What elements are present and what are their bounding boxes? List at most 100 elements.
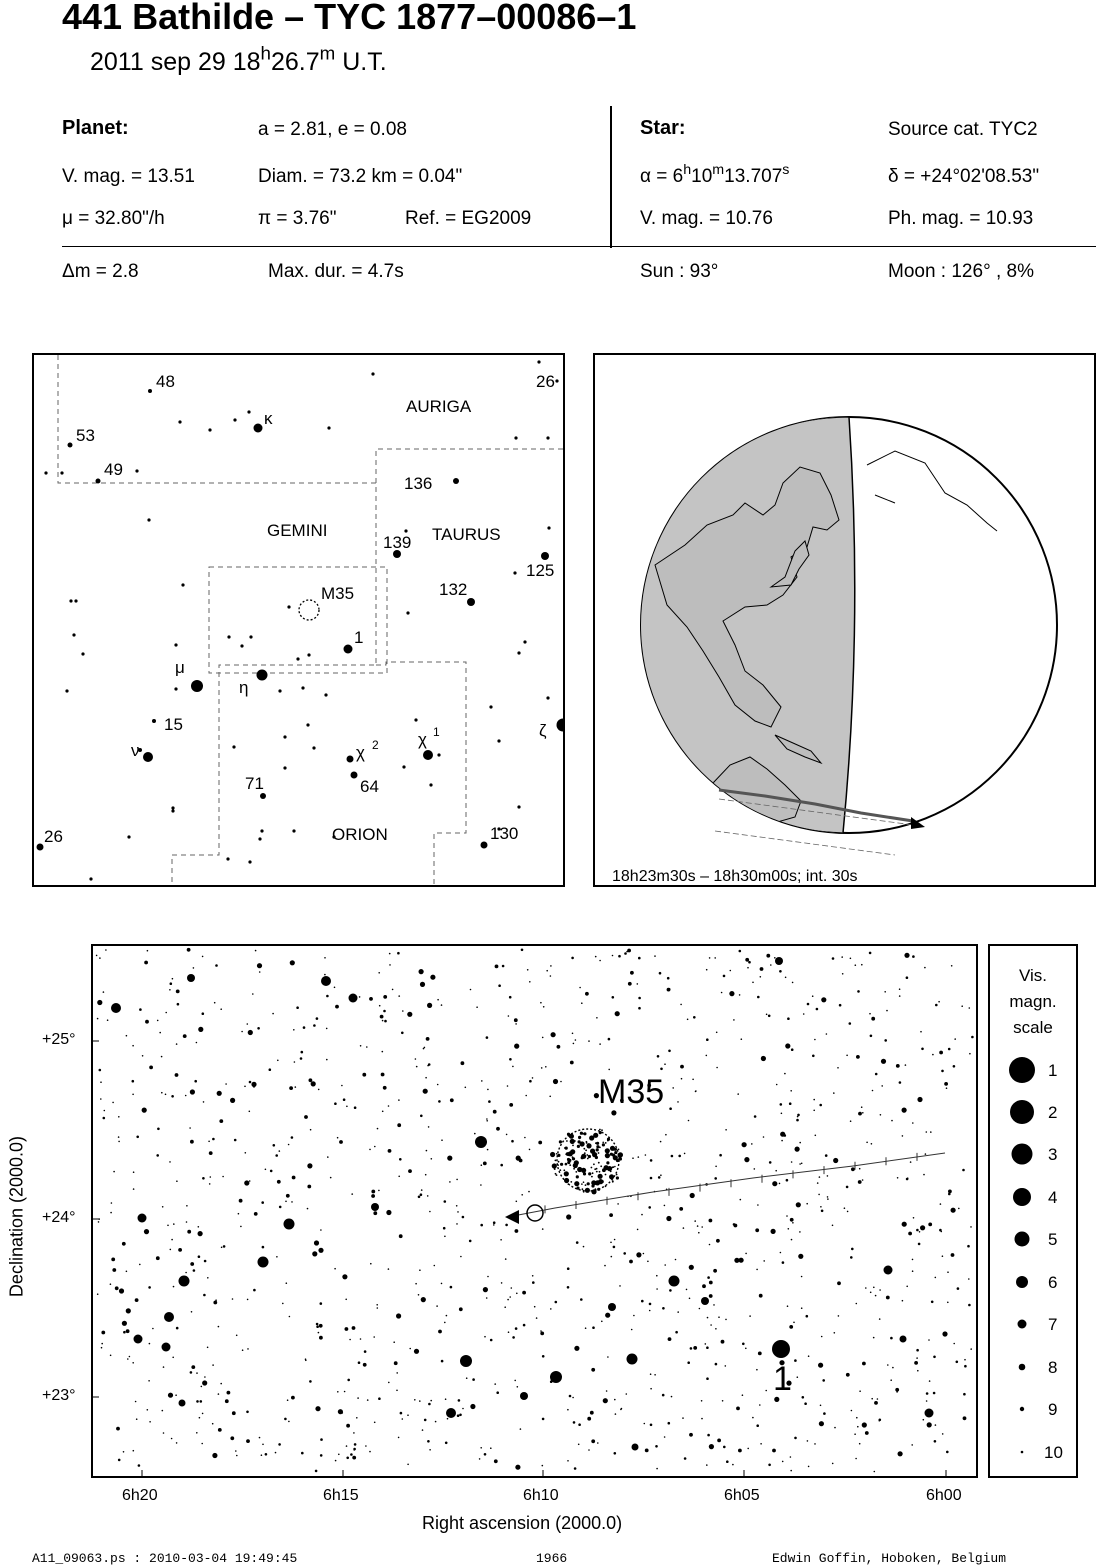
field-star [299, 1057, 303, 1060]
field-star [125, 1329, 130, 1334]
field-star [312, 1251, 318, 1257]
bright-star [701, 1297, 709, 1305]
field-star [841, 973, 844, 975]
field-star [189, 1371, 193, 1374]
field-star [419, 1400, 421, 1402]
page-title: 441 Bathilde – TYC 1877–00086–1 [62, 0, 637, 37]
field-star [649, 1176, 653, 1180]
field-star [950, 1253, 955, 1257]
field-star [924, 966, 926, 969]
field-star [549, 1095, 551, 1098]
field-star [675, 1330, 678, 1334]
finder-star [148, 389, 152, 393]
field-star [246, 1023, 249, 1025]
field-star [407, 1011, 413, 1017]
legend-mag-6: 6 [1048, 1273, 1057, 1292]
finder-star [65, 689, 69, 693]
field-star [660, 1067, 663, 1071]
field-star [122, 1451, 125, 1453]
field-star [437, 998, 439, 1001]
field-star [117, 1136, 120, 1138]
bright-star [348, 993, 358, 1003]
field-star [878, 1419, 881, 1422]
field-star [397, 1123, 402, 1128]
field-star [648, 1302, 652, 1306]
field-star [333, 986, 336, 989]
star-vmag: V. mag. = 10.76 [640, 208, 773, 229]
field-star [526, 969, 529, 971]
field-star [707, 1433, 710, 1437]
legend-mag-9: 9 [1048, 1400, 1057, 1419]
alpha-second-unit: s [782, 162, 790, 179]
field-star [708, 1444, 715, 1450]
footer-author: Edwin Goffin, Hoboken, Belgium [772, 1551, 1007, 1566]
field-star [568, 1394, 572, 1398]
field-star [95, 954, 98, 957]
field-star [457, 1399, 461, 1402]
field-star [696, 1225, 699, 1227]
field-star [916, 1357, 918, 1359]
field-star [149, 1421, 151, 1423]
field-star [732, 1463, 734, 1466]
bright-star [283, 1218, 295, 1230]
field-star [738, 949, 742, 953]
field-star [744, 1157, 750, 1163]
field-star [352, 1455, 357, 1460]
field-star [575, 1241, 579, 1244]
field-star [192, 1269, 196, 1272]
field-star [540, 1001, 542, 1004]
field-star [683, 1457, 687, 1460]
field-star [865, 1287, 867, 1289]
finder-star [513, 571, 517, 575]
field-star [787, 1228, 790, 1230]
label-chi2: χ [356, 743, 365, 762]
field-star [644, 1154, 647, 1156]
field-star [346, 1456, 349, 1460]
field-star [768, 1463, 771, 1467]
field-star [914, 1361, 918, 1365]
finder-star [537, 360, 541, 364]
field-star [807, 1355, 810, 1357]
x-tick-6h05: 6h05 [724, 1487, 760, 1504]
date-minutes: 26.7 [270, 48, 320, 76]
field-star [430, 1158, 433, 1160]
field-star [399, 1158, 402, 1161]
field-star [216, 1090, 222, 1096]
field-star [896, 1177, 899, 1179]
field-star [874, 1294, 877, 1297]
label-orion: ORION [332, 825, 388, 844]
field-star [398, 1234, 403, 1239]
field-star [481, 1080, 483, 1082]
field-star [319, 1302, 323, 1305]
field-star [472, 1378, 475, 1381]
legend-mag-4: 4 [1048, 1188, 1057, 1207]
field-star [272, 1012, 274, 1015]
cluster-star [601, 1129, 603, 1132]
field-star [507, 1298, 509, 1301]
field-star [462, 1407, 464, 1410]
field-star [789, 1456, 792, 1458]
cluster-star [607, 1139, 609, 1142]
field-star [706, 1464, 708, 1466]
field-star [132, 1449, 135, 1452]
legend-dot-9 [1019, 1406, 1025, 1412]
field-star [733, 1019, 735, 1021]
finder-star [324, 693, 328, 697]
field-star [506, 1085, 509, 1087]
field-star [317, 1088, 320, 1091]
label-chi2-sup: 2 [372, 738, 379, 752]
field-star [480, 1164, 483, 1166]
field-star [196, 1400, 199, 1403]
cluster-star [591, 1184, 595, 1188]
field-star [342, 1098, 346, 1101]
field-star [100, 1081, 102, 1083]
field-star [419, 981, 426, 987]
cluster-star [604, 1148, 610, 1154]
japan-landmass [769, 540, 810, 588]
field-star [862, 1112, 864, 1114]
field-star [429, 1210, 431, 1213]
finder-star [181, 583, 185, 587]
field-star [632, 1157, 634, 1159]
field-star [169, 989, 171, 991]
field-star [841, 956, 843, 958]
